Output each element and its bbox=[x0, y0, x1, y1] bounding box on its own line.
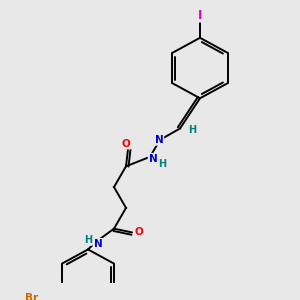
Text: O: O bbox=[122, 139, 130, 148]
Text: I: I bbox=[198, 9, 202, 22]
Text: H: H bbox=[158, 159, 166, 170]
Text: N: N bbox=[148, 154, 158, 164]
Text: N: N bbox=[154, 135, 164, 145]
Text: Br: Br bbox=[26, 292, 39, 300]
Text: O: O bbox=[135, 227, 143, 237]
Text: H: H bbox=[84, 235, 92, 245]
Text: N: N bbox=[94, 239, 102, 249]
Text: H: H bbox=[188, 125, 196, 135]
